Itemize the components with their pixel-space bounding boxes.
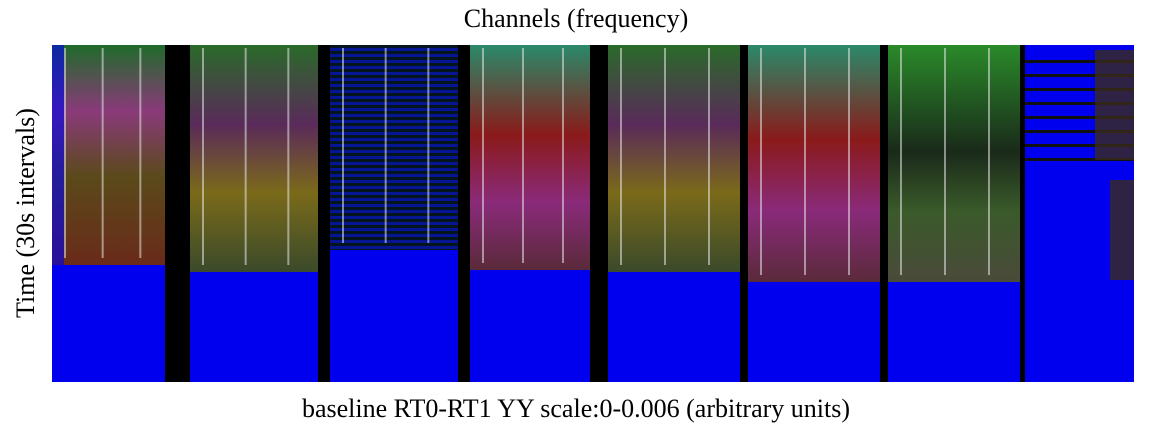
rfi-line xyxy=(287,48,289,265)
flagged-region xyxy=(470,270,590,382)
rfi-line xyxy=(482,48,484,263)
subband-panel xyxy=(608,45,740,272)
flagged-region xyxy=(888,282,1020,382)
rfi-line xyxy=(620,48,622,265)
rfi-block xyxy=(1095,50,1134,160)
rfi-line xyxy=(139,48,141,258)
x-axis-label: baseline RT0-RT1 YY scale:0-0.006 (arbit… xyxy=(302,394,850,423)
spectrum-image xyxy=(52,45,1134,382)
rfi-line xyxy=(760,48,762,275)
chart-title: Channels (frequency) xyxy=(464,4,689,33)
rfi-line xyxy=(664,48,666,265)
rfi-line xyxy=(708,48,710,265)
rfi-line xyxy=(944,48,946,275)
flagged-region xyxy=(608,272,740,382)
rfi-line xyxy=(64,48,66,258)
flagged-region xyxy=(748,282,880,382)
rfi-line xyxy=(522,48,524,263)
subband-panel xyxy=(748,45,880,282)
subband-panel xyxy=(470,45,590,270)
rfi-line xyxy=(427,48,429,243)
flagged-region xyxy=(52,265,165,382)
flagged-region xyxy=(330,250,458,382)
rfi-line xyxy=(900,48,902,275)
flagged-region xyxy=(330,45,458,250)
subband-panel xyxy=(190,45,318,272)
rfi-line xyxy=(385,48,387,243)
rfi-line xyxy=(562,48,564,263)
subband-panel xyxy=(888,45,1020,282)
rfi-line xyxy=(102,48,104,258)
chart: Channels (frequency) baseline RT0-RT1 YY… xyxy=(0,0,1151,427)
flagged-region xyxy=(190,272,318,382)
flagged-edge xyxy=(52,45,64,382)
rfi-line xyxy=(202,48,204,265)
rfi-line xyxy=(988,48,990,275)
y-axis-label: Time (30s intervals) xyxy=(11,108,40,318)
rfi-line xyxy=(245,48,247,265)
rfi-line xyxy=(848,48,850,275)
rfi-block xyxy=(1110,180,1134,280)
rfi-line xyxy=(342,48,344,243)
rfi-line xyxy=(804,48,806,275)
subband-panel xyxy=(52,45,165,265)
